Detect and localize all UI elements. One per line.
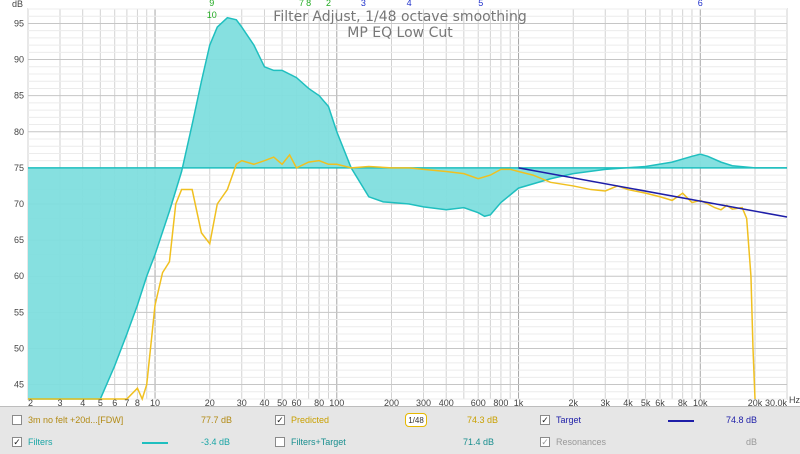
x-tick-label: 6 (112, 398, 117, 406)
x-tick-label: 300 (416, 398, 431, 406)
filters-fill-area (28, 17, 787, 400)
predicted-checkbox[interactable]: ✓ (275, 415, 285, 425)
legend-row-2: ✓ Filters -3.4 dB Filters+Target 71.4 dB… (0, 430, 800, 454)
filter-marker[interactable]: 5 (478, 0, 483, 8)
target-label: Target (556, 415, 582, 425)
resonances-checkbox[interactable]: ✓ (540, 437, 550, 447)
y-tick-label: 65 (14, 235, 24, 245)
y-tick-label: 95 (14, 18, 24, 28)
x-tick-label: 100 (329, 398, 344, 406)
filter-marker[interactable]: 6 (698, 0, 703, 8)
filter-marker[interactable]: 7 (299, 0, 304, 8)
filters-target-checkbox[interactable] (275, 437, 285, 447)
y-tick-label: 50 (14, 343, 24, 353)
measurement-checkbox[interactable] (12, 415, 22, 425)
y-unit-label: dB (12, 0, 23, 9)
filter-marker[interactable]: 4 (407, 0, 412, 8)
x-tick-label: 5k (641, 398, 651, 406)
x-tick-label: 20 (205, 398, 215, 406)
measurement-label: 3m no felt +20d...[FDW] (28, 415, 124, 425)
y-tick-label: 80 (14, 127, 24, 137)
resonances-value: dB (745, 437, 757, 447)
chart-title: Filter Adjust, 1/48 octave smoothing (273, 9, 526, 25)
predicted-curve (28, 153, 756, 402)
x-tick-label: 4 (80, 398, 85, 406)
x-tick-label: 80 (314, 398, 324, 406)
x-tick-label: 3k (600, 398, 610, 406)
x-tick-label: 1k (514, 398, 524, 406)
y-tick-label: 70 (14, 199, 24, 209)
filters-checkbox[interactable]: ✓ (12, 437, 22, 447)
x-tick-label: 2 (28, 398, 33, 406)
smoothing-value: 1/48 (408, 416, 424, 425)
resonances-label: Resonances (556, 437, 607, 447)
filters-curve (28, 16, 787, 400)
x-tick-label: 400 (439, 398, 454, 406)
x-tick-label: 8 (135, 398, 140, 406)
x-tick-label: 600 (471, 398, 486, 406)
x-tick-label: 40 (259, 398, 269, 406)
y-tick-label: 55 (14, 307, 24, 317)
filter-marker[interactable]: 9 (209, 0, 214, 8)
filter-marker[interactable]: 10 (207, 10, 217, 20)
series-layer (28, 16, 788, 402)
x-tick-label: 50 (277, 398, 287, 406)
predicted-value: 74.3 dB (466, 415, 498, 425)
x-tick-label: 60 (291, 398, 301, 406)
x-tick-label: 3 (57, 398, 62, 406)
x-tick-label: 800 (493, 398, 508, 406)
x-tick-label: 30 (237, 398, 247, 406)
filters-label: Filters (28, 437, 53, 447)
filter-marker[interactable]: 2 (326, 0, 331, 8)
filters-swatch (142, 442, 168, 444)
y-tick-label: 85 (14, 91, 24, 101)
target-curve (518, 167, 788, 218)
x-tick-label: 30.0k (765, 398, 788, 406)
x-tick-label: 20k (748, 398, 763, 406)
filter-marker[interactable]: 8 (306, 0, 311, 8)
legend-row-1: 3m no felt +20d...[FDW] 77.7 dB ✓ Predic… (0, 408, 800, 432)
filters-target-label: Filters+Target (291, 437, 346, 447)
x-tick-label: 10k (693, 398, 708, 406)
x-unit-label: Hz (789, 395, 800, 405)
y-tick-label: 60 (14, 271, 24, 281)
x-tick-label: 10 (150, 398, 160, 406)
x-tick-label: 4k (623, 398, 633, 406)
filters-value: -3.4 dB (200, 437, 230, 447)
x-tick-label: 5 (98, 398, 103, 406)
x-tick-label: 200 (384, 398, 399, 406)
chart-subtitle: MP EQ Low Cut (347, 25, 453, 41)
target-checkbox[interactable]: ✓ (540, 415, 550, 425)
x-tick-label: 6k (655, 398, 665, 406)
predicted-label: Predicted (291, 415, 330, 425)
target-value: 74.8 dB (725, 415, 757, 425)
x-tick-label: 7 (124, 398, 129, 406)
x-tick-label: 2k (568, 398, 578, 406)
measurement-value: 77.7 dB (200, 415, 232, 425)
legend-panel: 3m no felt +20d...[FDW] 77.7 dB ✓ Predic… (0, 406, 800, 454)
filter-marker[interactable]: 3 (361, 0, 366, 8)
x-tick-label: 8k (678, 398, 688, 406)
y-tick-label: 45 (14, 380, 24, 390)
target-swatch (668, 420, 694, 422)
y-tick-label: 90 (14, 55, 24, 65)
smoothing-selector[interactable]: 1/48 (405, 413, 427, 427)
filter-markers[interactable]: 9 10 7 8 2 3 4 5 6 (207, 0, 703, 20)
y-tick-label: 75 (14, 163, 24, 173)
filters-target-value: 71.4 dB (462, 437, 494, 447)
